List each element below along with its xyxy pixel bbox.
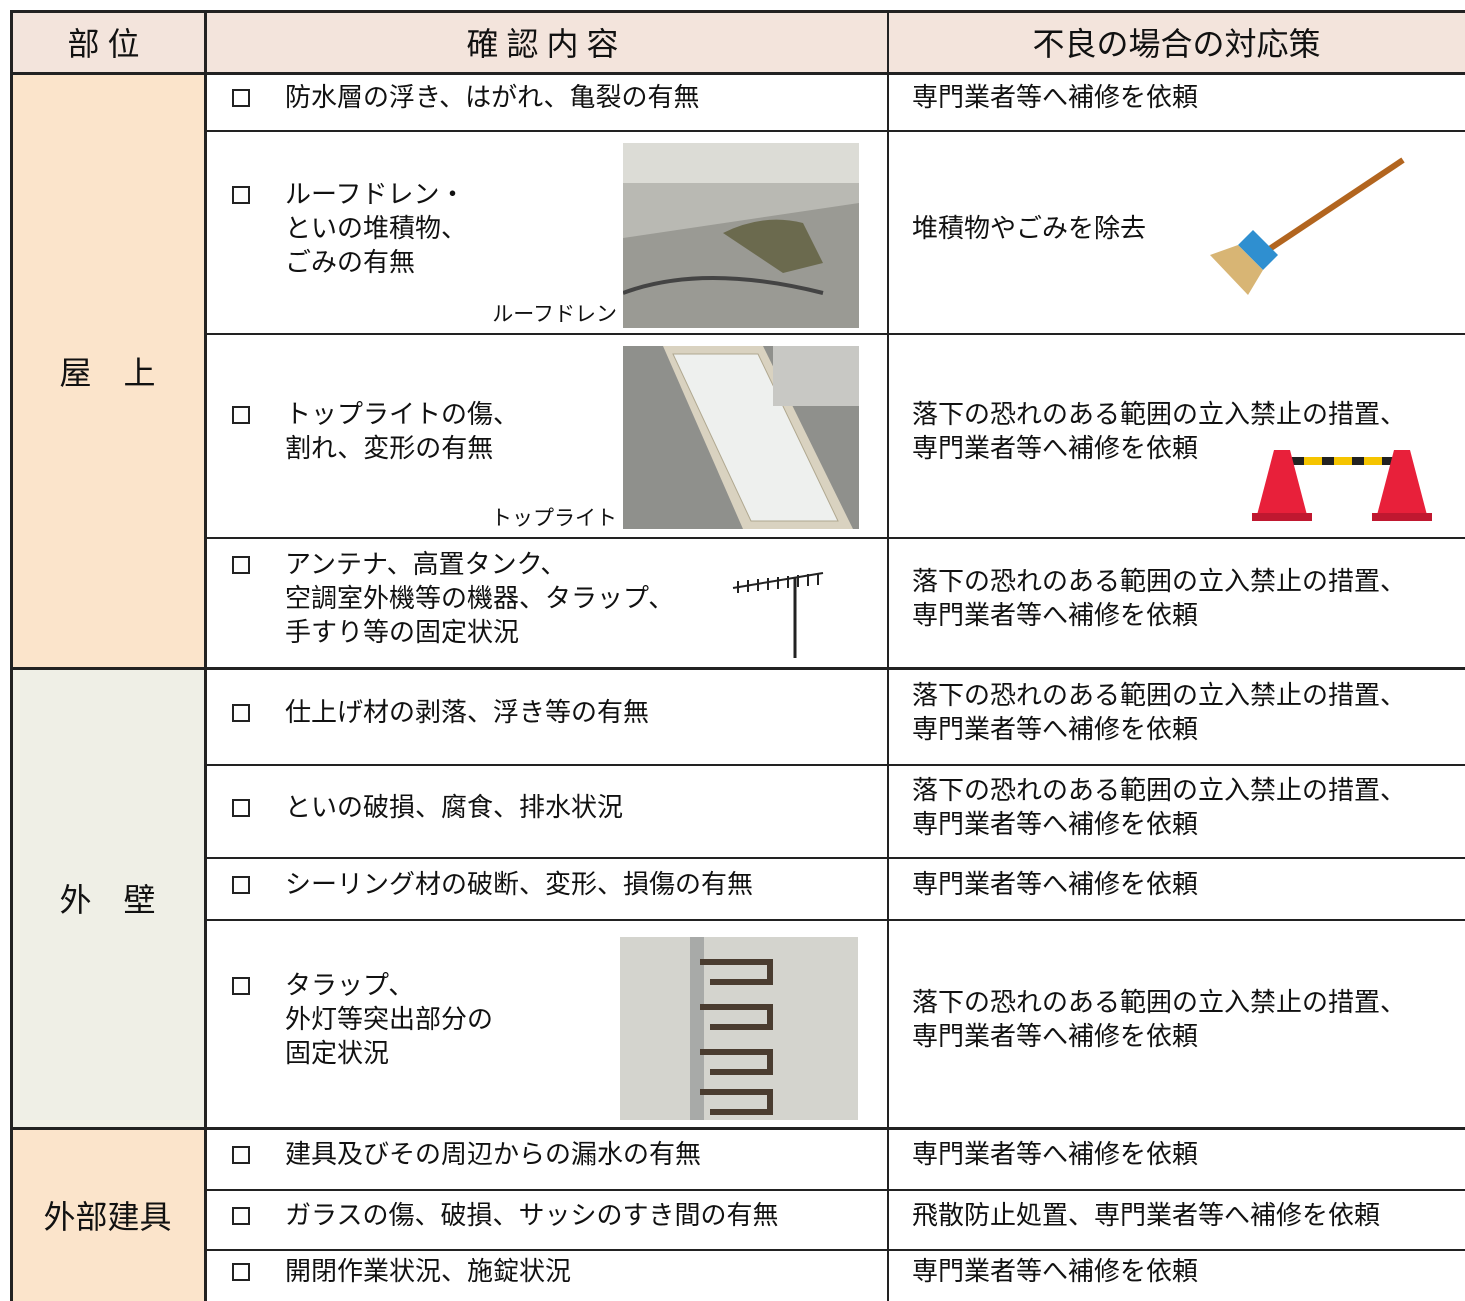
header-cell: 部位 (67, 24, 148, 63)
action-text: 専門業者等へ補修を依頼 (912, 83, 1199, 113)
roof-drain-photo (623, 143, 859, 328)
header-cell: 確認内容 (466, 24, 627, 63)
check-text: 割れ、変形の有無 (285, 434, 494, 464)
header-bg (10, 10, 1465, 73)
action-text: 専門業者等へ補修を依頼 (912, 1140, 1199, 1170)
checkbox (232, 185, 250, 204)
check-text: アンテナ、高置タンク、 (285, 550, 567, 580)
checkbox (232, 876, 250, 894)
check-text: ルーフドレン・ (285, 179, 466, 210)
row-line (205, 919, 1465, 921)
row-line (205, 537, 1465, 539)
check-text: 建具及びその周辺からの漏水の有無 (285, 1140, 702, 1170)
action-text: 専門業者等へ補修を依頼 (912, 809, 1199, 840)
left-line (10, 10, 13, 1301)
row-line (205, 130, 1465, 132)
action-text: 専門業者等へ補修を依頼 (912, 714, 1199, 745)
checkbox (232, 977, 250, 995)
check-text: トップライトの傷、 (285, 400, 520, 430)
photo-caption: トップライト (491, 506, 617, 530)
toplight-photo (623, 346, 859, 529)
section-bg (10, 73, 205, 668)
checkbox (232, 703, 250, 722)
col-line (887, 10, 889, 1301)
check-text: 開閉作業状況、施錠状況 (285, 1256, 572, 1287)
action-text: 落下の恐れのある範囲の立入禁止の措置、 (912, 400, 1407, 430)
action-text: 落下の恐れのある範囲の立入禁止の措置、 (912, 775, 1407, 806)
checkbox (232, 89, 250, 107)
checkbox (232, 1207, 250, 1225)
top-line (10, 10, 1465, 13)
check-text: 防水層の浮き、はがれ、亀裂の有無 (285, 83, 700, 113)
cones-icon (1252, 450, 1432, 521)
checkbox (232, 798, 250, 817)
action-text: 専門業者等へ補修を依頼 (912, 601, 1199, 631)
checkbox (232, 1262, 250, 1281)
check-text: といの破損、腐食、排水状況 (285, 792, 624, 823)
check-text: といの堆積物、 (285, 213, 468, 244)
action-text: 飛散防止処置、専門業者等へ補修を依頼 (912, 1201, 1381, 1231)
section-bg (10, 668, 205, 1128)
check-text: 外灯等突出部分の (285, 1005, 494, 1035)
check-text: タラップ、 (285, 971, 415, 1001)
check-text: ガラスの傷、破損、サッシのすき間の有無 (285, 1201, 779, 1231)
checkbox (232, 556, 250, 574)
section-label: 外部建具 (43, 1197, 172, 1236)
action-text: 専門業者等へ補修を依頼 (912, 1256, 1199, 1287)
action-text: 専門業者等へ補修を依頼 (912, 1022, 1199, 1052)
check-text: 固定状況 (285, 1039, 390, 1069)
header-cell: 不良の場合の対応策 (1032, 24, 1321, 63)
row-line (205, 764, 1465, 766)
section-label: 外 壁 (59, 881, 156, 919)
action-text: 落下の恐れのある範囲の立入禁止の措置、 (912, 680, 1407, 711)
section-line (10, 1127, 1465, 1130)
checkbox (232, 406, 250, 424)
row-line (205, 857, 1465, 859)
broom-icon (1210, 157, 1405, 295)
action-text: 堆積物やごみを除去 (912, 213, 1147, 244)
row-line (205, 1189, 1465, 1191)
check-text: 仕上げ材の剥落、浮き等の有無 (285, 697, 650, 728)
action-text: 専門業者等へ補修を依頼 (912, 434, 1199, 464)
check-text: シーリング材の破断、変形、損傷の有無 (285, 870, 754, 900)
row-line (205, 1249, 1465, 1251)
header-line (10, 72, 1465, 75)
checkbox (232, 1146, 250, 1164)
section-bg (10, 1128, 205, 1301)
ladder-photo (620, 937, 858, 1120)
check-text: 空調室外機等の機器、タラップ、 (285, 584, 675, 614)
check-text: 手すり等の固定状況 (285, 618, 520, 648)
col-line (204, 10, 207, 1301)
action-text: 落下の恐れのある範囲の立入禁止の措置、 (912, 567, 1407, 597)
antenna-icon (732, 572, 824, 658)
section-line (10, 667, 1465, 670)
check-text: ごみの有無 (285, 247, 416, 278)
photo-caption: ルーフドレン (492, 302, 617, 326)
action-text: 専門業者等へ補修を依頼 (912, 870, 1199, 900)
row-line (205, 333, 1465, 335)
section-label: 屋 上 (59, 353, 156, 392)
action-text: 落下の恐れのある範囲の立入禁止の措置、 (912, 988, 1407, 1018)
